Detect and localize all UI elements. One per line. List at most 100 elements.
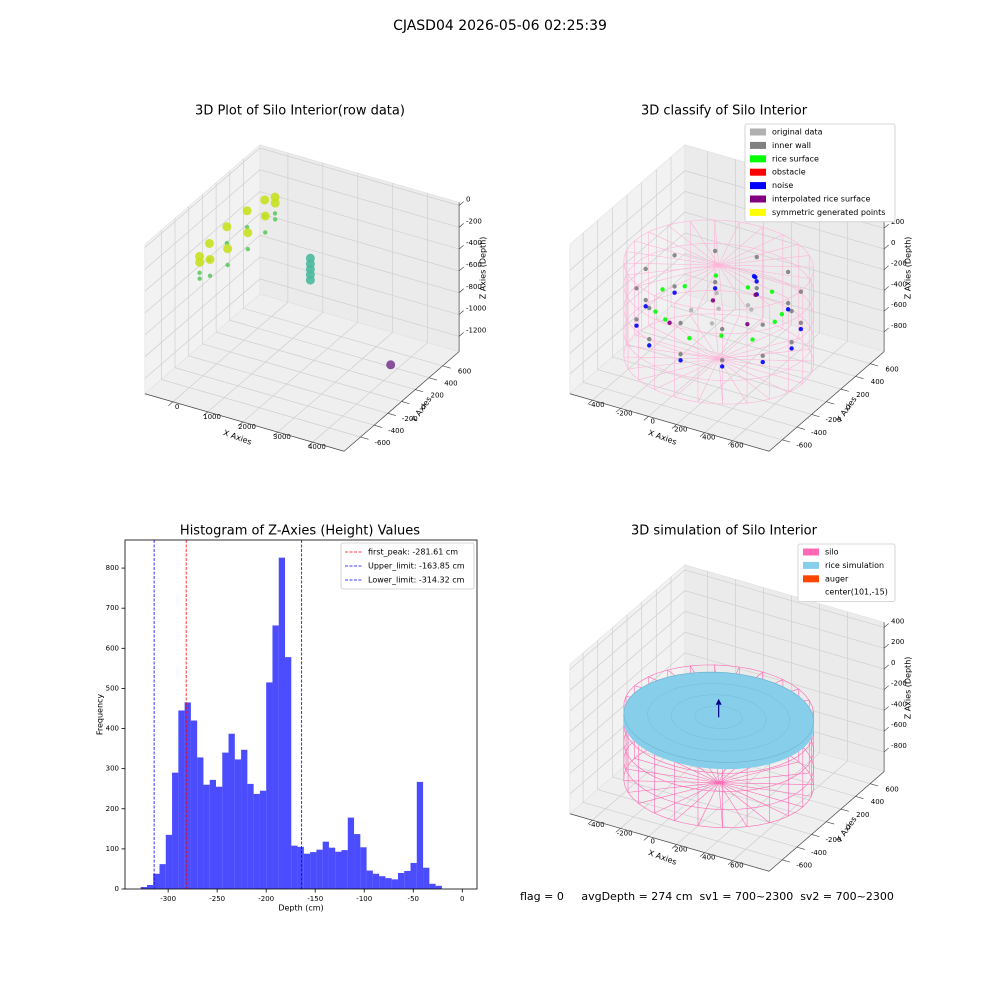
- wireframe-spoke: [718, 244, 799, 266]
- point: [207, 273, 213, 279]
- tick-mark: [826, 401, 835, 405]
- wireframe-spoke: [718, 358, 814, 362]
- grid-line: [732, 611, 848, 861]
- grid-line: [160, 230, 361, 438]
- point: [678, 358, 683, 363]
- point: [205, 254, 215, 264]
- z-tick-label: -800: [891, 742, 907, 750]
- point: [785, 307, 791, 312]
- x-tick-label: 4000: [308, 443, 326, 451]
- z-tick-label: -200: [891, 260, 907, 268]
- auger-head: [715, 698, 722, 705]
- bar: [354, 834, 361, 889]
- tick-mark: [671, 844, 677, 849]
- tick-mark: [883, 286, 889, 291]
- wireframe-spoke: [718, 358, 770, 400]
- tick-mark: [811, 414, 820, 418]
- point: [678, 351, 683, 357]
- bar: [379, 876, 386, 889]
- bar: [272, 625, 279, 889]
- point: [687, 336, 692, 341]
- z-tick-label: 200: [891, 638, 904, 646]
- tick-mark: [727, 860, 733, 865]
- bar: [190, 720, 198, 889]
- tick-mark: [796, 846, 805, 850]
- wireframe-spoke: [648, 231, 719, 266]
- tick-mark: [883, 265, 889, 270]
- tick-mark: [699, 432, 705, 437]
- point: [672, 290, 677, 295]
- y-tick-label: 400: [444, 379, 457, 387]
- y-tick-label: -600: [374, 439, 390, 447]
- grid-line: [207, 162, 324, 413]
- x-tick-label: 0: [460, 895, 464, 903]
- wireframe-spoke: [718, 772, 810, 783]
- wireframe-spoke: [718, 782, 789, 817]
- point: [689, 307, 694, 313]
- bar: [423, 867, 430, 889]
- axis-line: [144, 393, 345, 452]
- bar: [435, 885, 442, 889]
- tick-mark: [883, 685, 889, 690]
- wireframe-spoke: [718, 358, 812, 373]
- z-tick-label: -200: [466, 217, 482, 225]
- y-axis-label: Frequency: [96, 694, 105, 736]
- wireframe-spoke: [697, 358, 719, 403]
- grid-line: [641, 602, 841, 810]
- wireframe-spoke: [628, 358, 719, 370]
- x-tick-label: -250: [209, 895, 225, 903]
- legend-label: noise: [772, 181, 793, 190]
- bar: [397, 872, 405, 889]
- x-tick-label: 600: [730, 442, 743, 450]
- grid-line: [215, 182, 416, 390]
- grid-line: [569, 590, 885, 691]
- grid-line: [582, 232, 783, 441]
- point: [242, 206, 252, 216]
- x-axis-label: Depth (cm): [278, 904, 323, 913]
- bar: [203, 784, 210, 889]
- point: [745, 321, 750, 327]
- point: [769, 289, 775, 294]
- wireframe-spoke: [638, 264, 719, 287]
- wireframe-spoke: [628, 782, 719, 793]
- grid-line: [569, 569, 885, 670]
- axis-line: [343, 351, 460, 452]
- point: [750, 337, 755, 342]
- x-tick-label: -100: [356, 895, 372, 903]
- z-tick-label: -200: [891, 680, 907, 688]
- point: [270, 192, 280, 202]
- tick-mark: [855, 796, 864, 799]
- legend-label: Upper_limit: -163.85 cm: [368, 562, 465, 571]
- y-tick-label: 400: [106, 725, 119, 733]
- wireframe-spoke: [718, 358, 789, 393]
- x-tick-label: -400: [589, 821, 605, 829]
- y-tick-label: 600: [458, 368, 471, 376]
- bar: [153, 873, 160, 889]
- wireframe-spoke: [718, 226, 763, 266]
- point: [682, 283, 687, 289]
- tick-mark: [826, 821, 835, 825]
- grid-line: [704, 183, 820, 433]
- point: [672, 284, 677, 289]
- point: [244, 224, 250, 230]
- bar: [222, 752, 229, 889]
- y-tick-label: 400: [871, 798, 884, 806]
- grid-line: [569, 211, 885, 313]
- y-tick-label: 200: [856, 391, 869, 399]
- tick-mark: [237, 421, 243, 427]
- x-tick-label: 3000: [273, 433, 291, 441]
- y-tick-label: -200: [402, 415, 418, 423]
- point: [663, 317, 668, 322]
- z-axis-label: Z Axies (Depth): [904, 657, 913, 720]
- bar: [372, 873, 380, 889]
- point: [245, 246, 251, 252]
- tick-mark: [458, 244, 464, 250]
- tick-mark: [458, 201, 464, 206]
- legend-label: rice surface: [772, 154, 819, 163]
- legend-box: [797, 543, 896, 602]
- tick-mark: [168, 401, 174, 407]
- tick-mark: [360, 436, 369, 440]
- point: [710, 298, 716, 303]
- wireframe-spoke: [689, 314, 719, 360]
- tick-mark: [643, 416, 649, 421]
